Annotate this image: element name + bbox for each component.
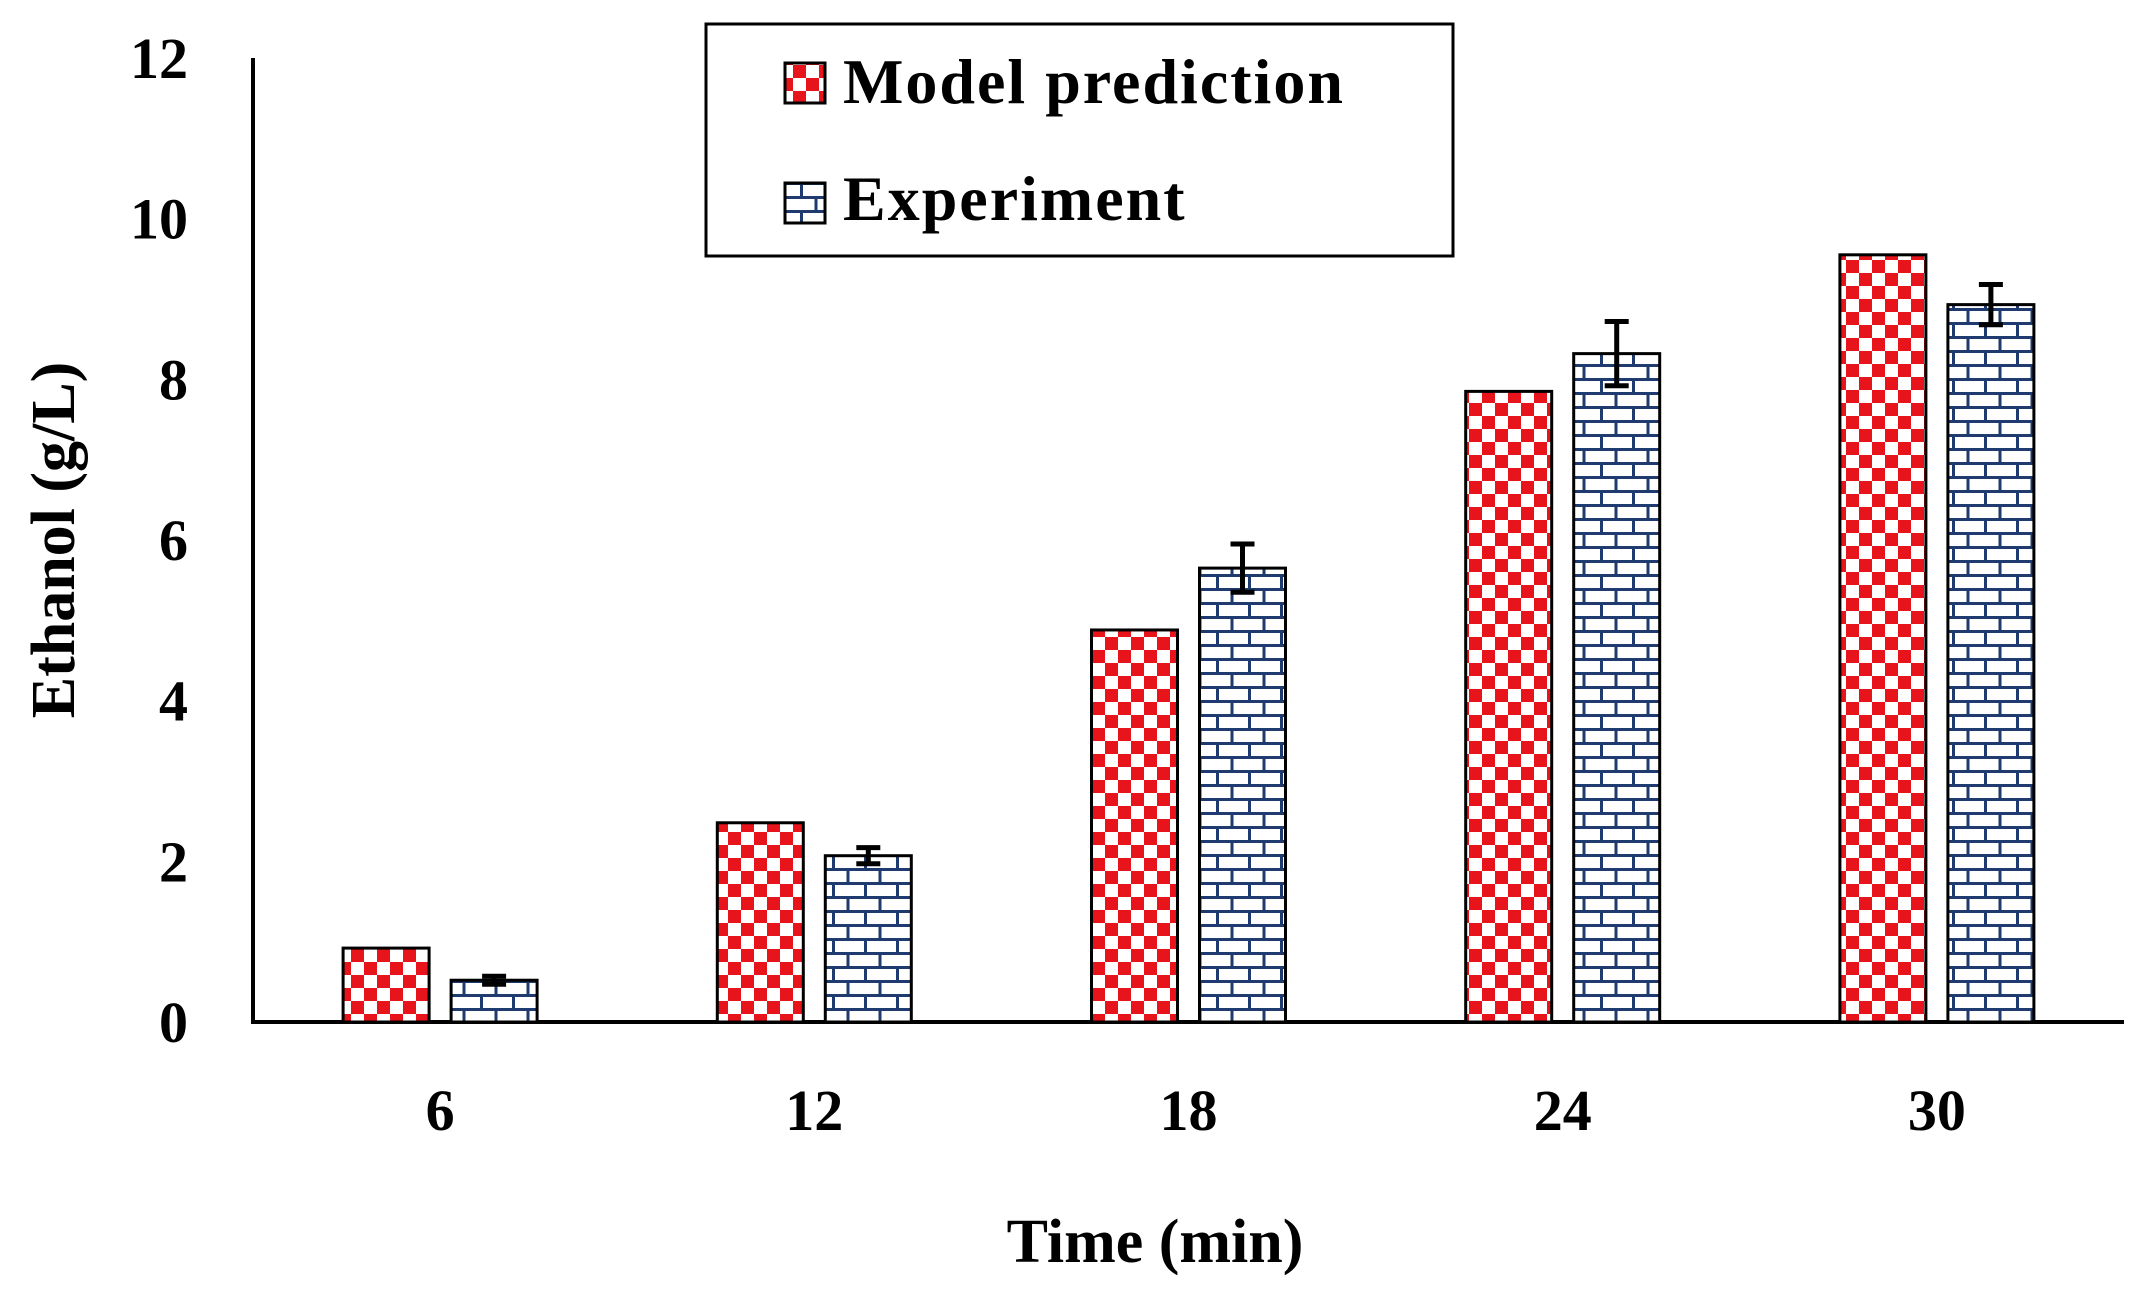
bar-model-prediction xyxy=(1090,628,1179,1024)
x-tick-label: 18 xyxy=(1160,1078,1218,1143)
bar-model-prediction xyxy=(341,946,431,1024)
legend: Model prediction Experiment xyxy=(704,22,1455,258)
y-tick-label: 4 xyxy=(159,669,188,734)
y-tick-label: 6 xyxy=(159,508,188,573)
y-axis-title: Ethanol (g/L) xyxy=(20,362,88,719)
error-bar xyxy=(856,845,881,867)
x-tick-label: 24 xyxy=(1534,1078,1592,1143)
bar-experiment xyxy=(1572,352,1662,1024)
legend-box xyxy=(704,22,1455,258)
x-axis-title: Time (min) xyxy=(1007,1208,1304,1276)
legend-swatch-experiment xyxy=(783,181,827,225)
bar-experiment xyxy=(1198,566,1287,1024)
y-tick-label: 10 xyxy=(130,187,188,252)
bar-model-prediction xyxy=(1838,253,1928,1024)
error-bar xyxy=(1230,541,1255,595)
error-bar xyxy=(1604,318,1629,389)
bar-experiment xyxy=(449,978,539,1024)
legend-label-experiment: Experiment xyxy=(843,163,1187,234)
bar-experiment xyxy=(1946,303,2036,1024)
legend-label-model-prediction: Model prediction xyxy=(843,46,1345,117)
y-tick-label: 12 xyxy=(130,26,188,91)
x-tick-label: 12 xyxy=(785,1078,843,1143)
legend-swatch-model-prediction xyxy=(783,61,827,105)
bar-experiment xyxy=(823,854,913,1024)
bar-model-prediction xyxy=(715,821,805,1024)
error-bar xyxy=(1978,282,2003,328)
y-tick-label: 8 xyxy=(159,347,188,412)
x-tick-label: 6 xyxy=(426,1078,455,1143)
x-tick-label: 30 xyxy=(1908,1078,1966,1143)
y-tick-label: 2 xyxy=(159,829,188,894)
error-bar xyxy=(482,973,507,987)
bar-model-prediction xyxy=(1464,389,1554,1024)
y-tick-label: 0 xyxy=(159,990,188,1055)
